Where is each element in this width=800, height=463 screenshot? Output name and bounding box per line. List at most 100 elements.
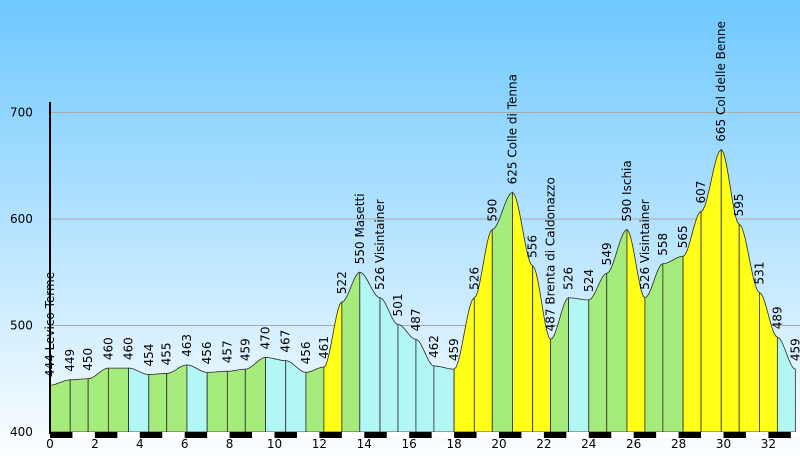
x-tick-label: 24 <box>581 437 596 451</box>
profile-segment <box>662 255 684 433</box>
profile-segment <box>69 378 89 433</box>
profile-segment <box>128 367 150 433</box>
profile-segment <box>285 360 307 433</box>
distance-bar-block <box>678 432 702 438</box>
distance-bar-block <box>543 432 567 438</box>
point-label: 501 <box>391 294 405 317</box>
distance-bar-block <box>274 432 297 438</box>
point-label: 449 <box>63 349 77 372</box>
point-label: 459 <box>238 338 252 361</box>
y-tick-label: 600 <box>10 212 33 226</box>
point-label: 454 <box>142 344 156 367</box>
point-label: 590 <box>485 199 499 222</box>
x-tick-label: 22 <box>536 437 551 451</box>
point-label: 558 <box>656 233 670 256</box>
point-label: 556 <box>526 235 540 258</box>
profile-segment <box>305 366 325 433</box>
point-label: 459 <box>788 338 800 361</box>
profile-segment <box>433 365 455 433</box>
profile-segment <box>532 264 552 433</box>
point-label: 526 <box>467 267 481 290</box>
point-label: 524 <box>582 269 596 292</box>
y-tick-label: 700 <box>10 106 33 120</box>
x-tick-label: 30 <box>716 437 731 451</box>
point-label: 607 <box>694 181 708 204</box>
point-label: 487 <box>409 308 423 331</box>
x-tick-label: 8 <box>226 437 234 451</box>
profile-segment <box>265 357 287 433</box>
point-label: 467 <box>279 330 293 353</box>
point-label: 470 <box>259 327 273 350</box>
point-label: 456 <box>200 341 214 364</box>
point-label: 531 <box>752 262 766 285</box>
profile-segment <box>49 379 71 433</box>
point-label: 665 Col delle Benne <box>714 21 728 142</box>
distance-bar-block <box>229 432 253 438</box>
profile-segment <box>568 297 590 433</box>
point-label: 487 Brenta di Caldonazzo <box>544 177 558 331</box>
x-tick-label: 18 <box>446 437 461 451</box>
x-tick-label: 14 <box>357 437 372 451</box>
point-label: 460 <box>101 337 115 360</box>
point-label: 595 <box>732 193 746 216</box>
profile-segment <box>397 323 417 433</box>
x-tick-label: 28 <box>671 437 686 451</box>
distance-bar-block <box>139 432 163 438</box>
point-label: 522 <box>335 271 349 294</box>
point-label: 625 Colle di Tenna <box>505 74 519 184</box>
point-label: 460 <box>122 337 136 360</box>
distance-bar-block <box>723 432 746 438</box>
x-tick-label: 2 <box>91 437 99 451</box>
distance-bar-block <box>588 432 612 438</box>
profile-segment <box>776 336 796 433</box>
distance-bar-block <box>409 432 432 438</box>
x-tick-label: 10 <box>267 437 282 451</box>
point-label: 450 <box>81 348 95 371</box>
distance-bar-block <box>364 432 387 438</box>
point-label: 549 <box>600 242 614 265</box>
distance-bar-block <box>184 432 208 438</box>
x-tick-label: 6 <box>181 437 189 451</box>
distance-bar-block <box>768 432 791 438</box>
y-tick-label: 500 <box>10 319 33 333</box>
profile-segment <box>206 370 228 433</box>
profile-segment <box>186 364 208 433</box>
point-label: 565 <box>676 225 690 248</box>
profile-segment <box>148 373 168 433</box>
x-tick-label: 4 <box>136 437 144 451</box>
profile-segment <box>226 368 246 433</box>
x-tick-label: 26 <box>626 437 641 451</box>
point-label: 526 Visintainer <box>373 199 387 290</box>
profile-segment <box>359 271 381 433</box>
profile-segment <box>491 191 513 433</box>
profile-segment <box>87 367 109 433</box>
distance-bar-block <box>319 432 342 438</box>
point-label: 526 Visintainer <box>638 199 652 290</box>
profile-segment <box>107 367 129 433</box>
point-label: 526 <box>562 267 576 290</box>
x-tick-label: 16 <box>402 437 417 451</box>
x-tick-label: 32 <box>761 437 776 451</box>
point-label: 455 <box>160 343 174 366</box>
axes: 0 2 4 6 8 10 12 14 16 18 20 22 24 26 28 30 32 <box>46 102 800 451</box>
point-label: 444 Levico Terme <box>43 272 57 377</box>
point-label: 462 <box>427 335 441 358</box>
point-label: 456 <box>299 341 313 364</box>
point-label: 590 Ischia <box>620 160 634 221</box>
point-label: 461 <box>317 336 331 359</box>
distance-bar-block <box>50 432 73 438</box>
y-tick-label: 400 <box>10 425 33 439</box>
profile-segment <box>244 356 266 433</box>
profile-segment <box>626 228 646 433</box>
x-tick-label: 20 <box>491 437 506 451</box>
point-label: 457 <box>220 340 234 363</box>
point-labels: 444 Levico Terme 449 450 460 460 454 455 463 456… <box>43 21 800 377</box>
distance-bar-block <box>454 432 477 438</box>
profile-segment <box>166 364 188 433</box>
point-label: 489 <box>770 306 784 329</box>
point-label: 459 <box>447 338 461 361</box>
x-tick-label: 0 <box>46 437 54 451</box>
point-label: 550 Masetti <box>353 193 367 264</box>
point-label: 463 <box>180 334 194 357</box>
distance-bar-block <box>94 432 118 438</box>
